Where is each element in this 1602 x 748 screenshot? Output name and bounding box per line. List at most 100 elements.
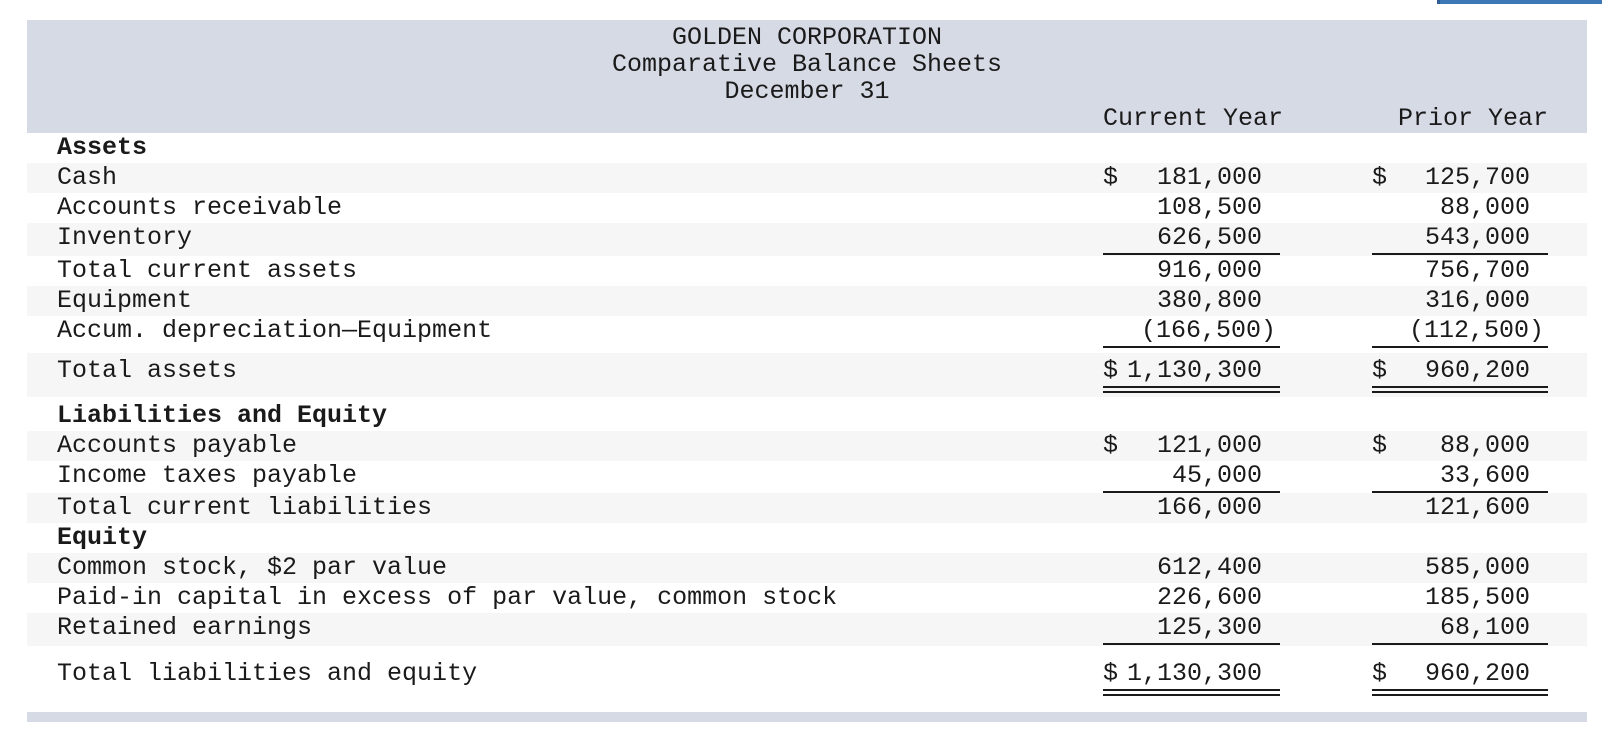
sheet-header: GOLDEN CORPORATION Comparative Balance S… (27, 20, 1587, 133)
currency-symbol: $ (1372, 163, 1388, 192)
amount-value: (112,500) (1408, 316, 1544, 345)
amount-current-year: 45,000 (1103, 461, 1280, 493)
amount-value: 88,000 (1439, 431, 1530, 460)
amount-prior-year: 756,700 (1372, 256, 1548, 286)
amount-current-year: 125,300 (1103, 613, 1280, 646)
row-label: Accounts payable (57, 431, 298, 460)
row-label: Assets (57, 133, 148, 162)
currency-symbol: $ (1372, 356, 1388, 385)
table-row-total-current-liabilities: Total current liabilities 166,000 121,60… (27, 493, 1587, 523)
amount-value: 45,000 (1171, 461, 1262, 490)
amount-current-year: 626,500 (1103, 223, 1280, 256)
amount-prior-year: (112,500) (1372, 316, 1548, 353)
amount-prior-year: 33,600 (1372, 461, 1548, 493)
table-row-accounts-payable: Accounts payable $121,000 $88,000 (27, 431, 1587, 461)
row-label: Paid-in capital in excess of par value, … (57, 583, 838, 612)
amount-value: 380,800 (1156, 286, 1262, 315)
currency-symbol: $ (1103, 659, 1119, 688)
section-header-equity: Equity (27, 523, 1587, 553)
amount-value: 543,000 (1424, 223, 1530, 252)
section-header-assets: Assets (27, 133, 1587, 163)
amount-value: 1,130,300 (1126, 356, 1262, 385)
amount-value: 626,500 (1156, 223, 1262, 252)
amount-value: 916,000 (1156, 256, 1262, 285)
amount-value: 960,200 (1424, 659, 1530, 688)
amount-value: 226,600 (1156, 583, 1262, 612)
amount-value: 585,000 (1424, 553, 1530, 582)
amount-prior-year: 68,100 (1372, 613, 1548, 646)
amount-prior-year: 316,000 (1372, 286, 1548, 316)
table-row-inventory: Inventory 626,500 543,000 (27, 223, 1587, 256)
amount-current-year: 226,600 (1103, 583, 1280, 613)
amount-value: 125,300 (1156, 613, 1262, 642)
currency-symbol: $ (1103, 163, 1119, 192)
amount-prior-year: 185,500 (1372, 583, 1548, 613)
statement-title: Comparative Balance Sheets (611, 50, 1003, 79)
amount-value: 121,000 (1156, 431, 1262, 460)
amount-prior-year: 121,600 (1372, 493, 1548, 523)
row-label: Income taxes payable (57, 461, 358, 490)
amount-value: (166,500) (1140, 316, 1276, 345)
row-label: Equity (57, 523, 148, 552)
column-header-current-year: Current Year (1103, 104, 1284, 133)
amount-value: 185,500 (1424, 583, 1530, 612)
table-row-total-current-assets: Total current assets 916,000 756,700 (27, 256, 1587, 286)
amount-prior-year: 543,000 (1372, 223, 1548, 256)
sheet-footer-band (27, 712, 1587, 722)
amount-current-year: $1,130,300 (1103, 659, 1280, 700)
section-header-liabilities-equity: Liabilities and Equity (27, 397, 1587, 431)
balance-sheet: GOLDEN CORPORATION Comparative Balance S… (27, 20, 1587, 722)
amount-current-year: 166,000 (1103, 493, 1280, 523)
row-label: Liabilities and Equity (57, 401, 388, 430)
statement-date: December 31 (724, 77, 890, 106)
currency-symbol: $ (1103, 431, 1119, 460)
amount-current-year: 612,400 (1103, 553, 1280, 583)
amount-current-year: $1,130,300 (1103, 356, 1280, 397)
row-label: Inventory (57, 223, 193, 252)
amount-value: 68,100 (1439, 613, 1530, 642)
company-name: GOLDEN CORPORATION (671, 23, 943, 52)
row-label: Common stock, $2 par value (57, 553, 448, 582)
amount-value: 125,700 (1424, 163, 1530, 192)
amount-prior-year: $88,000 (1372, 431, 1548, 461)
amount-prior-year: $960,200 (1372, 356, 1548, 397)
amount-prior-year: 88,000 (1372, 193, 1548, 223)
table-row-accounts-receivable: Accounts receivable 108,500 88,000 (27, 193, 1587, 223)
partial-button[interactable] (1437, 0, 1602, 4)
row-label: Total current assets (57, 256, 358, 285)
amount-value: 1,130,300 (1126, 659, 1262, 688)
row-label: Total liabilities and equity (57, 659, 478, 688)
table-row-equipment: Equipment 380,800 316,000 (27, 286, 1587, 316)
table-row-total-liabilities-and-equity: Total liabilities and equity $1,130,300 … (27, 646, 1587, 700)
amount-current-year: (166,500) (1103, 316, 1280, 353)
amount-value: 316,000 (1424, 286, 1530, 315)
amount-value: 88,000 (1439, 193, 1530, 222)
amount-current-year: $181,000 (1103, 163, 1280, 193)
table-row-income-taxes-payable: Income taxes payable 45,000 33,600 (27, 461, 1587, 493)
table-row-total-assets: Total assets $1,130,300 $960,200 (27, 353, 1587, 397)
row-label: Accum. depreciation—Equipment (57, 316, 493, 345)
amount-value: 612,400 (1156, 553, 1262, 582)
column-header-spacer (27, 105, 1103, 133)
row-label: Retained earnings (57, 613, 313, 642)
row-label: Cash (57, 163, 118, 192)
amount-value: 960,200 (1424, 356, 1530, 385)
table-row-cash: Cash $181,000 $125,700 (27, 163, 1587, 193)
table-row-paid-in-capital: Paid-in capital in excess of par value, … (27, 583, 1587, 613)
amount-value: 166,000 (1156, 493, 1262, 522)
row-label: Accounts receivable (57, 193, 343, 222)
row-label: Total assets (57, 356, 238, 385)
currency-symbol: $ (1372, 431, 1388, 460)
currency-symbol: $ (1103, 356, 1119, 385)
amount-current-year: 916,000 (1103, 256, 1280, 286)
table-row-retained-earnings: Retained earnings 125,300 68,100 (27, 613, 1587, 646)
amount-value: 181,000 (1156, 163, 1262, 192)
amount-prior-year: $960,200 (1372, 659, 1548, 700)
table-row-common-stock: Common stock, $2 par value 612,400 585,0… (27, 553, 1587, 583)
amount-prior-year: $125,700 (1372, 163, 1548, 193)
amount-value: 121,600 (1424, 493, 1530, 522)
amount-value: 756,700 (1424, 256, 1530, 285)
amount-value: 33,600 (1439, 461, 1530, 490)
row-label: Equipment (57, 286, 193, 315)
table-row-accum-depreciation: Accum. depreciation—Equipment (166,500) … (27, 316, 1587, 353)
